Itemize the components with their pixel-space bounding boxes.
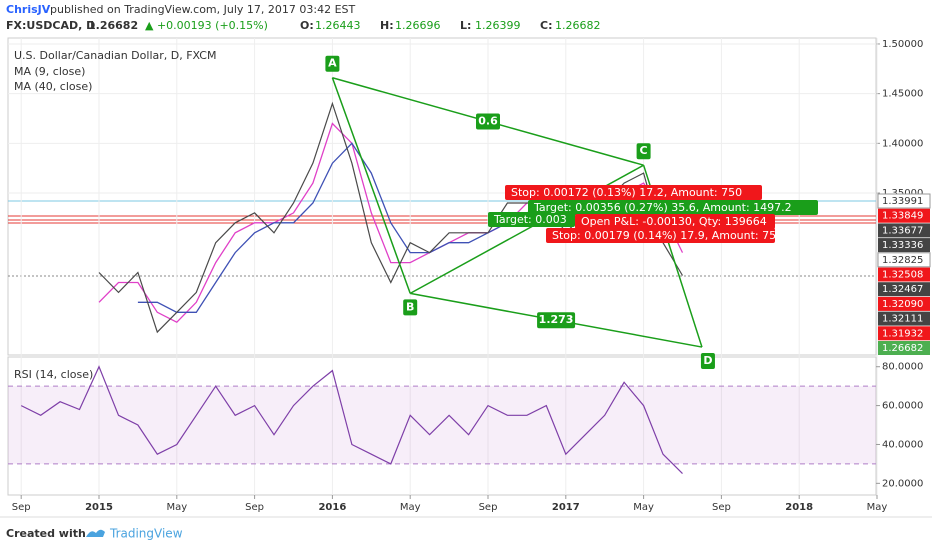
ohlc-value: 1.26399 <box>475 19 521 32</box>
x-tick-label: Sep <box>479 502 498 513</box>
ohlc-label: O: <box>300 19 314 32</box>
label-box <box>700 353 715 370</box>
x-tick-label: May <box>633 502 654 513</box>
ohlc-label: C: <box>540 19 552 32</box>
price-tag-label: 1.32508 <box>882 270 923 281</box>
author[interactable]: ChrisJV <box>6 3 51 16</box>
rsi-pane <box>7 356 877 496</box>
order-box <box>488 212 575 227</box>
price-tag <box>877 193 931 209</box>
y-tick-label: 80.0000 <box>882 362 923 373</box>
x-tick-label: Sep <box>245 502 264 513</box>
ohlc-value: 1.26696 <box>395 19 441 32</box>
footer-created: Created with <box>6 527 86 540</box>
pattern-label: B <box>406 300 414 313</box>
order-label: Stop: 0.00179 (0.14%) 17.9, Amount: 750 <box>552 229 783 242</box>
x-tick-label: 2018 <box>785 502 813 513</box>
pattern-label: A <box>328 57 337 70</box>
tv-logo <box>86 529 105 537</box>
y-tick-label: 1.50000 <box>882 39 923 50</box>
change: ▲ +0.00193 (+0.15%) <box>145 19 268 32</box>
y-tick-label: 40.0000 <box>882 439 923 450</box>
price-tag-label: 1.33677 <box>882 225 923 236</box>
ohlc-label: L: <box>460 19 471 32</box>
price-tag-label: 1.32111 <box>882 314 923 325</box>
y-tick-label: 60.0000 <box>882 401 923 412</box>
label-box <box>476 113 500 130</box>
symbol: FX:USDCAD, D <box>6 19 95 32</box>
legend-entry: MA (40, close) <box>14 80 92 93</box>
x-tick-label: 2015 <box>85 502 113 513</box>
pattern-leg <box>331 77 411 294</box>
price-tag <box>878 223 930 238</box>
ohlc-value: 1.26443 <box>315 19 361 32</box>
label-box <box>636 143 651 160</box>
order-label: Stop: 0.00172 (0.13%) 17.2, Amount: 750 <box>511 186 742 199</box>
x-tick-label: 2016 <box>318 502 346 513</box>
order-box <box>528 200 818 215</box>
price-tag-label: 1.33849 <box>882 211 923 222</box>
order-box <box>505 185 762 200</box>
y-tick-label: 20.0000 <box>882 478 923 489</box>
price-tag <box>878 208 930 223</box>
pane-title: U.S. Dollar/Canadian Dollar, D, FXCM <box>14 49 216 62</box>
x-tick-label: Sep <box>12 502 31 513</box>
pattern-label: 0.6 <box>478 114 498 127</box>
price-tag-label: 1.31932 <box>882 328 923 339</box>
order-box <box>546 228 775 243</box>
legend-entry: MA (9, close) <box>14 65 85 78</box>
label-box <box>537 312 576 329</box>
pattern-label: D <box>703 354 712 367</box>
price-tag-label: 1.33991 <box>882 196 923 207</box>
price-line <box>20 365 683 475</box>
y-tick-label: 1.40000 <box>882 138 923 149</box>
order-label: Open P&L: -0.00130, Qty: 139664 <box>581 215 767 228</box>
price-tag <box>878 238 930 253</box>
pattern-label: 1.273 <box>539 313 574 326</box>
label-box <box>403 299 418 316</box>
x-tick-label: May <box>400 502 421 513</box>
price-tag <box>878 267 930 282</box>
last-price: 1.26682 <box>88 19 138 32</box>
price-tag-label: 1.32467 <box>882 284 923 295</box>
price-tag-label: 1.33336 <box>882 240 923 251</box>
x-tick-label: Sep <box>712 502 731 513</box>
price-tag <box>877 252 931 268</box>
price-tag-label: 1.26682 <box>882 343 923 354</box>
price-tag <box>878 311 930 326</box>
rsi-band <box>8 386 876 464</box>
pattern-label: C <box>640 144 648 157</box>
x-tick-label: May <box>166 502 187 513</box>
x-tick-label: 2017 <box>552 502 580 513</box>
footer-brand[interactable]: TradingView <box>109 527 183 541</box>
price-tag <box>878 282 930 297</box>
price-tag <box>878 296 930 311</box>
x-tick-label: May <box>867 502 888 513</box>
order-label: Target: 0.00356 (0.27%) 35.6, Amount: 14… <box>533 201 792 214</box>
label-box <box>325 55 340 72</box>
order-box <box>575 214 775 229</box>
price-tag <box>878 326 930 341</box>
y-tick-label: 1.45000 <box>882 89 923 100</box>
published: published on TradingView.com, July 17, 2… <box>50 3 356 16</box>
price-tag-label: 1.32825 <box>882 255 923 266</box>
order-label: Target: 0.003 <box>493 213 567 226</box>
ohlc-label: H: <box>380 19 394 32</box>
price-tag-label: 1.32090 <box>882 299 923 310</box>
price-tag <box>878 341 930 355</box>
ohlc-value: 1.26682 <box>555 19 601 32</box>
price-pane <box>7 37 877 356</box>
pane-title: RSI (14, close) <box>14 368 93 381</box>
